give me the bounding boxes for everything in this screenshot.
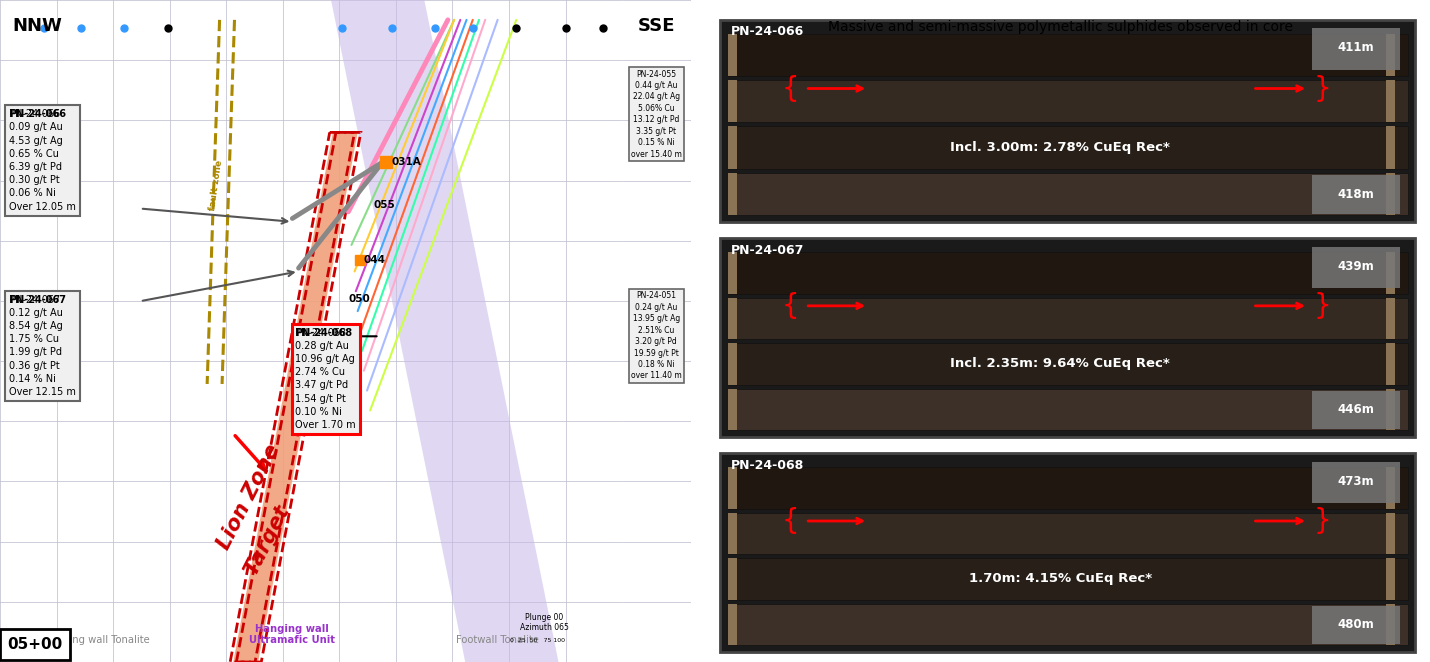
Bar xyxy=(728,34,1407,76)
Text: fault zone: fault zone xyxy=(209,160,225,211)
Text: NNW: NNW xyxy=(13,17,63,34)
Text: }: } xyxy=(1314,292,1331,320)
Text: PN-24-055
0.44 g/t Au
22.04 g/t Ag
5.06% Cu
13.12 g/t Pd
3.35 g/t Pt
0.15 % Ni
o: PN-24-055 0.44 g/t Au 22.04 g/t Ag 5.06%… xyxy=(631,70,682,159)
Bar xyxy=(728,467,736,509)
Bar xyxy=(728,173,1407,215)
Text: PN-24-068: PN-24-068 xyxy=(296,328,353,338)
Bar xyxy=(728,298,736,339)
Bar xyxy=(1386,604,1394,645)
Text: 418m: 418m xyxy=(1337,188,1374,201)
Text: Incl. 3.00m: 2.78% CuEq Rec*: Incl. 3.00m: 2.78% CuEq Rec* xyxy=(951,140,1170,154)
Polygon shape xyxy=(233,132,358,662)
Bar xyxy=(1311,391,1400,429)
Bar xyxy=(728,513,736,555)
Text: PN-24-067: PN-24-067 xyxy=(731,244,805,257)
Text: 051: 051 xyxy=(313,331,335,342)
Bar xyxy=(728,298,1407,339)
Bar xyxy=(721,20,1416,222)
Text: 439m: 439m xyxy=(1337,260,1374,273)
Text: 055: 055 xyxy=(373,200,395,211)
Text: Target: Target xyxy=(242,502,293,577)
Text: PN-24-068
0.28 g/t Au
10.96 g/t Ag
2.74 % Cu
3.47 g/t Pd
1.54 g/t Pt
0.10 % Ni
O: PN-24-068 0.28 g/t Au 10.96 g/t Ag 2.74 … xyxy=(296,328,356,430)
Bar xyxy=(1311,28,1400,70)
Bar xyxy=(1311,606,1400,644)
Text: 1.70m: 4.15% CuEq Rec*: 1.70m: 4.15% CuEq Rec* xyxy=(968,572,1153,585)
Bar xyxy=(728,559,1407,600)
Bar xyxy=(728,34,736,76)
Bar xyxy=(728,513,1407,555)
Text: {: { xyxy=(782,75,799,103)
Bar xyxy=(728,389,1407,430)
Text: 050: 050 xyxy=(349,294,370,305)
Text: PN-24-067
0.12 g/t Au
8.54 g/t Ag
1.75 % Cu
1.99 g/t Pd
0.36 g/t Pt
0.14 % Ni
Ov: PN-24-067 0.12 g/t Au 8.54 g/t Ag 1.75 %… xyxy=(10,295,76,397)
Text: PN-24-066
0.09 g/t Au
4.53 g/t Ag
0.65 % Cu
6.39 g/t Pd
0.30 g/t Pt
0.06 % Ni
Ov: PN-24-066 0.09 g/t Au 4.53 g/t Ag 0.65 %… xyxy=(10,109,76,212)
Text: Incl. 2.35m: 9.64% CuEq Rec*: Incl. 2.35m: 9.64% CuEq Rec* xyxy=(951,357,1170,370)
Bar xyxy=(728,252,1407,294)
Text: Hanging wall
Ultramafic Unit: Hanging wall Ultramafic Unit xyxy=(249,624,336,645)
Bar xyxy=(1386,467,1394,509)
Bar xyxy=(721,453,1416,652)
Text: 05+00: 05+00 xyxy=(7,637,63,652)
Bar xyxy=(1386,389,1394,430)
Text: PN-24-066: PN-24-066 xyxy=(731,25,805,38)
Bar xyxy=(1386,126,1394,169)
Bar xyxy=(728,80,736,122)
Text: Massive and semi-massive polymetallic sulphides observed in core: Massive and semi-massive polymetallic su… xyxy=(828,20,1293,34)
Bar xyxy=(728,126,1407,169)
Bar xyxy=(728,80,1407,122)
Text: Footwall Tonalite: Footwall Tonalite xyxy=(456,636,539,645)
Bar xyxy=(728,173,736,215)
Text: {: { xyxy=(782,292,799,320)
Text: PN-24-068: PN-24-068 xyxy=(731,459,805,472)
Text: }: } xyxy=(1314,75,1331,103)
Bar xyxy=(1386,513,1394,555)
Bar xyxy=(1386,343,1394,385)
Polygon shape xyxy=(330,0,561,662)
Text: 044: 044 xyxy=(363,254,386,265)
Text: {: { xyxy=(782,507,799,535)
Bar xyxy=(728,604,1407,645)
Bar xyxy=(728,343,1407,385)
Text: 031A: 031A xyxy=(392,157,422,167)
Bar xyxy=(1311,175,1400,214)
Bar xyxy=(1311,247,1400,288)
Text: PN-24-051
0.24 g/t Au
13.95 g/t Ag
2.51% Cu
3.20 g/t Pd
19.59 g/t Pt
0.18 % Ni
o: PN-24-051 0.24 g/t Au 13.95 g/t Ag 2.51%… xyxy=(631,291,682,381)
Bar xyxy=(728,559,736,600)
Bar xyxy=(1386,80,1394,122)
Bar xyxy=(1386,559,1394,600)
Text: 480m: 480m xyxy=(1337,618,1374,632)
Bar xyxy=(728,467,1407,509)
Bar xyxy=(728,604,736,645)
Bar xyxy=(1386,173,1394,215)
Text: }: } xyxy=(1314,507,1331,535)
Bar xyxy=(728,389,736,430)
Text: SSE: SSE xyxy=(638,17,675,34)
Bar xyxy=(1311,462,1400,503)
Bar xyxy=(1386,34,1394,76)
Text: Hanging wall Tonalite: Hanging wall Tonalite xyxy=(43,636,150,645)
Text: 446m: 446m xyxy=(1337,403,1374,416)
Bar xyxy=(1386,252,1394,294)
Bar xyxy=(1386,298,1394,339)
Bar xyxy=(728,252,736,294)
Bar xyxy=(728,126,736,169)
Text: Plunge 00
Azimuth 065: Plunge 00 Azimuth 065 xyxy=(521,613,569,632)
Text: PN-24-066: PN-24-066 xyxy=(10,109,66,119)
Bar xyxy=(728,343,736,385)
Text: PN-24-067: PN-24-067 xyxy=(10,295,66,305)
Bar xyxy=(721,238,1416,437)
Text: 411m: 411m xyxy=(1337,41,1374,54)
Text: 473m: 473m xyxy=(1337,475,1374,488)
Text: Lion Zone: Lion Zone xyxy=(213,440,285,553)
Text: 0  25  50   75 100: 0 25 50 75 100 xyxy=(511,638,565,643)
